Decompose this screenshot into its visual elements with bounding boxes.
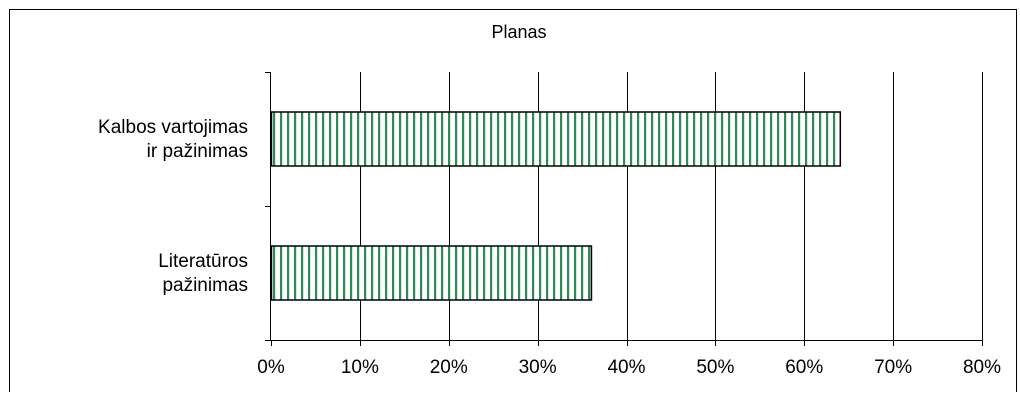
x-tick-label: 10% xyxy=(341,357,379,378)
chart-title: Planas xyxy=(491,22,546,42)
x-tick-label: 30% xyxy=(519,357,557,378)
bar xyxy=(270,111,842,167)
x-tick-label: 40% xyxy=(607,357,645,378)
bars xyxy=(270,111,842,301)
axes xyxy=(265,72,983,346)
category-label: ir pažinimas xyxy=(147,141,248,162)
x-tick-labels: 0% 10% 20% 30% 40% 50% 60% 70% 80% xyxy=(257,357,1001,378)
chart-frame xyxy=(9,9,1017,392)
category-labels: Kalbos vartojimas ir pažinimas Literatūros… xyxy=(98,117,248,296)
x-tick-label: 70% xyxy=(874,357,912,378)
x-tick-label: 60% xyxy=(785,357,823,378)
x-tick-label: 50% xyxy=(696,357,734,378)
category-label: Literatūros xyxy=(158,251,248,272)
category-label: pažinimas xyxy=(162,275,248,296)
x-tick-label: 80% xyxy=(963,357,1001,378)
x-tick-label: 0% xyxy=(257,357,285,378)
bar xyxy=(270,245,593,301)
category-label: Kalbos vartojimas xyxy=(98,117,248,138)
x-tick-label: 20% xyxy=(430,357,468,378)
